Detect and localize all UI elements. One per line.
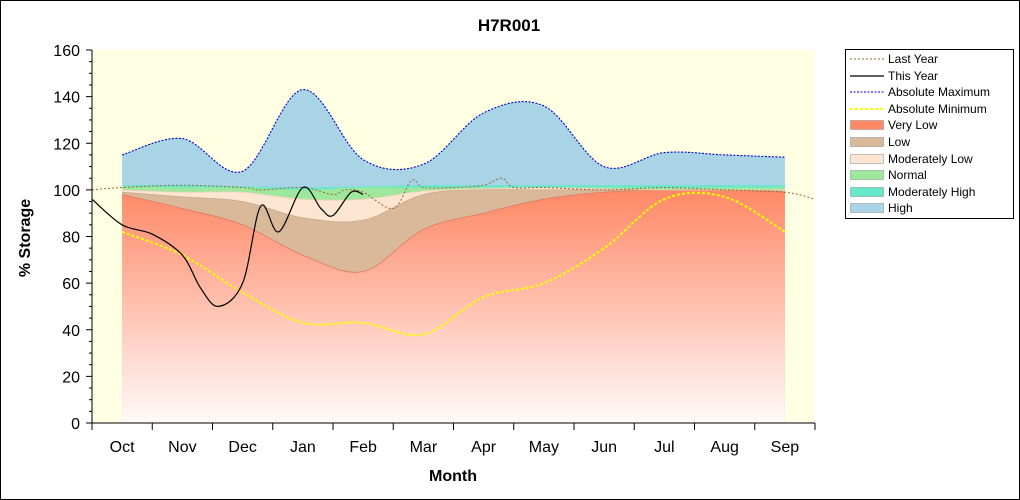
chart-legend: Last Year This Year Absolute Maximum Absolu… <box>845 49 1014 219</box>
legend-swatch <box>850 107 884 110</box>
legend-item-moderately-high: Moderately High <box>846 184 1013 200</box>
legend-swatch <box>850 74 884 77</box>
legend-item-last-year: Last Year <box>846 51 1013 67</box>
plot-area <box>92 50 815 423</box>
series-absolute-minimum <box>121 191 786 337</box>
y-tick-label: 140 <box>53 90 80 107</box>
legend-item-abs-min: Absolute Minimum <box>846 101 1013 117</box>
legend-label: Absolute Minimum <box>888 101 987 116</box>
legend-swatch <box>850 58 884 60</box>
y-tick-label: 160 <box>53 43 80 60</box>
legend-label: Low <box>888 135 911 149</box>
legend-label: High <box>888 201 913 216</box>
legend-item-moderately-low: Moderately Low <box>846 151 1013 167</box>
x-tick-label: Jul <box>654 439 674 456</box>
y-tick-label: 20 <box>62 369 80 386</box>
legend-item-very-low: Very Low <box>846 117 1013 133</box>
legend-label: Normal <box>888 168 927 183</box>
legend-swatch <box>850 153 884 164</box>
x-tick-label: Feb <box>349 439 377 456</box>
legend-item-this-year: This Year <box>846 68 1013 84</box>
legend-item-normal: Normal <box>846 167 1013 183</box>
axes: 0 20 40 60 80 100 120 140 160 Oct Nov Dec Jan Feb Mar A… <box>53 43 816 456</box>
legend-swatch <box>850 120 884 131</box>
y-tick-label: 80 <box>62 230 80 247</box>
legend-label: Absolute Maximum <box>888 85 991 100</box>
y-tick-label: 100 <box>53 183 80 200</box>
band-very-low <box>122 189 785 423</box>
legend-swatch <box>850 91 884 93</box>
x-tick-label: Jan <box>290 439 316 456</box>
y-axis-label: % Storage <box>17 199 34 277</box>
x-axis-label: Month <box>429 468 477 485</box>
legend-label: This Year <box>888 68 939 83</box>
legend-swatch <box>850 203 884 214</box>
legend-swatch <box>850 187 884 197</box>
legend-swatch <box>850 137 884 147</box>
x-tick-label: Apr <box>471 439 497 456</box>
legend-label: Moderately High <box>888 184 976 199</box>
y-tick-label: 120 <box>53 136 80 153</box>
x-tick-label: Jun <box>591 439 617 456</box>
legend-label: Last Year <box>888 52 939 66</box>
x-tick-label: Nov <box>168 439 196 456</box>
band-edge-moderately-low-top <box>122 187 785 201</box>
y-tick-label: 0 <box>71 416 80 433</box>
y-tick-label: 40 <box>62 323 80 340</box>
x-tick-label: Mar <box>410 439 438 456</box>
x-tick-label: Aug <box>710 439 738 456</box>
legend-swatch <box>850 170 884 180</box>
legend-item-high: High <box>846 200 1013 216</box>
x-tick-label: May <box>529 439 559 456</box>
legend-item-low: Low <box>846 134 1013 150</box>
series-last-year <box>92 177 815 210</box>
chart-title: H7R001 <box>478 16 540 35</box>
legend-item-abs-max: Absolute Maximum <box>846 84 1013 100</box>
series-absolute-maximum <box>121 89 785 173</box>
x-tick-label: Sep <box>771 439 800 456</box>
legend-label: Moderately Low <box>888 151 973 166</box>
x-tick-label: Dec <box>228 439 256 456</box>
y-tick-label: 60 <box>62 276 80 293</box>
x-tick-label: Oct <box>110 439 135 456</box>
legend-label: Very Low <box>888 118 938 133</box>
series-this-year <box>92 186 364 308</box>
